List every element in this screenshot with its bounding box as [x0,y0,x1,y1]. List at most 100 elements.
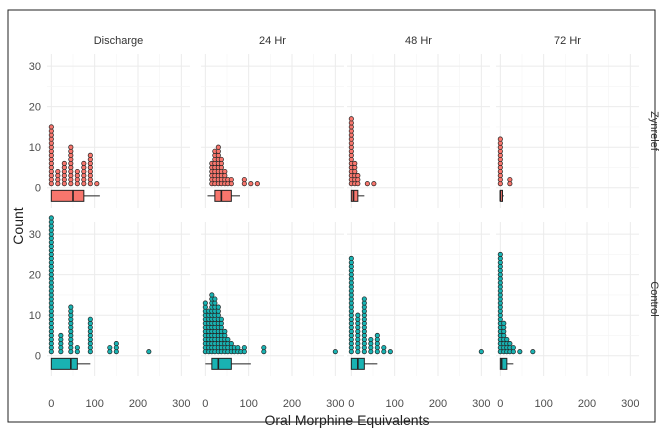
facet-panel [496,222,639,376]
data-dot [348,116,354,122]
x-tick-label: 200 [283,398,301,410]
data-dot [225,336,231,343]
data-dot [507,341,513,347]
data-dot [517,349,523,355]
data-dot [107,345,113,351]
data-dot [248,181,254,187]
data-dot [74,345,80,351]
data-dot [241,345,247,351]
data-dot [381,345,387,351]
x-tick-label: 100 [85,398,103,410]
box-iqr [214,189,232,202]
data-dot [374,332,380,339]
data-dot [68,304,74,310]
data-dot [218,316,224,322]
y-tick-label: 10 [29,142,41,154]
facet-row-label: Zynrelef [648,111,660,152]
facet-panel [47,54,190,208]
x-tick-label: 200 [429,398,447,410]
data-dot [113,341,119,347]
y-tick-label: 20 [29,270,41,282]
x-tick-label: 0 [202,398,208,410]
data-dot [94,181,100,187]
y-axis-title: Count [10,207,26,244]
data-dot [332,349,338,355]
data-dot [254,181,260,187]
y-tick-label: 0 [35,351,41,363]
data-dot [48,124,54,130]
chart-frame [7,9,656,423]
y-tick-label: 30 [29,229,41,241]
data-dot [478,349,484,355]
x-tick-label: 100 [385,398,403,410]
data-dot [61,160,67,166]
data-dot [368,336,374,343]
data-dot [361,296,367,302]
data-dot [202,300,208,306]
facet-panel [347,222,490,376]
x-tick-label: 100 [239,398,257,410]
x-tick-label: 300 [621,398,639,410]
x-tick-label: 200 [129,398,147,410]
data-dot [68,144,74,150]
x-tick-label: 300 [326,398,344,410]
data-dot [87,316,93,322]
data-dot [215,304,221,310]
data-dot [222,328,228,334]
facet-panel [47,215,190,376]
data-dot [55,168,61,175]
data-dot [348,255,354,262]
data-dot [497,136,503,142]
data-dot [352,160,358,166]
facet-panel [201,54,344,208]
facet-column-label: 72 Hr [554,35,581,47]
data-dot [87,152,93,158]
data-dot [497,251,503,257]
facet-column-label: Discharge [94,35,144,47]
box-iqr [499,357,508,370]
x-axis-title: Oral Morphine Equivalents [265,412,430,428]
y-tick-label: 20 [29,102,41,114]
y-tick-label: 0 [35,183,41,195]
facet-panel [201,222,344,376]
data-dot [222,168,228,175]
box-iqr [350,189,359,202]
data-dot [530,349,536,355]
data-dot [48,215,54,221]
data-dot [74,168,80,175]
data-dot [212,296,218,302]
data-dot [228,177,234,183]
facet-row-label: Control [648,281,660,316]
data-dot [371,181,377,187]
x-tick-label: 300 [472,398,490,410]
y-tick-label: 30 [29,61,41,73]
data-dot [510,345,516,351]
facet-panels [47,54,639,376]
data-dot [228,341,234,347]
facet-column-label: 48 Hr [405,35,432,47]
x-tick-label: 200 [578,398,596,410]
data-dot [355,312,361,318]
x-tick-label: 0 [497,398,503,410]
facet-panel [347,54,490,208]
data-dot [81,160,87,166]
x-tick-label: 0 [48,398,54,410]
data-dot [504,336,510,343]
data-dot [355,173,361,179]
box-iqr [211,357,232,370]
data-dot [146,349,152,355]
data-dot [241,177,247,183]
x-tick-label: 0 [348,398,354,410]
data-dot [261,345,267,351]
data-dot [235,345,241,351]
data-dot [209,292,215,298]
facet-panel [496,54,639,208]
data-dot [364,181,370,187]
x-tick-label: 300 [172,398,190,410]
box-iqr [50,189,85,202]
box-iqr [50,357,78,370]
data-dot [58,332,64,339]
